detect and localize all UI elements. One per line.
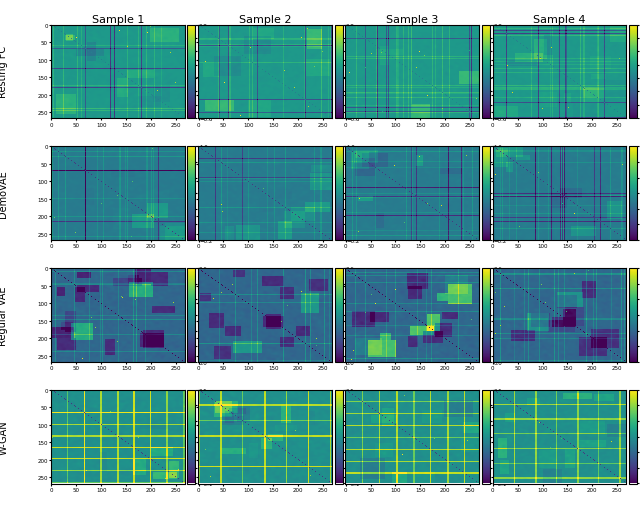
Text: DemoVAE: DemoVAE: [0, 170, 8, 217]
Title: Sample 3: Sample 3: [386, 15, 438, 24]
Text: W-GAN: W-GAN: [0, 419, 8, 454]
Text: Resting FC: Resting FC: [0, 46, 8, 98]
Text: Regular VAE: Regular VAE: [0, 286, 8, 345]
Title: Sample 4: Sample 4: [533, 15, 586, 24]
Title: Sample 1: Sample 1: [92, 15, 144, 24]
Title: Sample 2: Sample 2: [239, 15, 291, 24]
